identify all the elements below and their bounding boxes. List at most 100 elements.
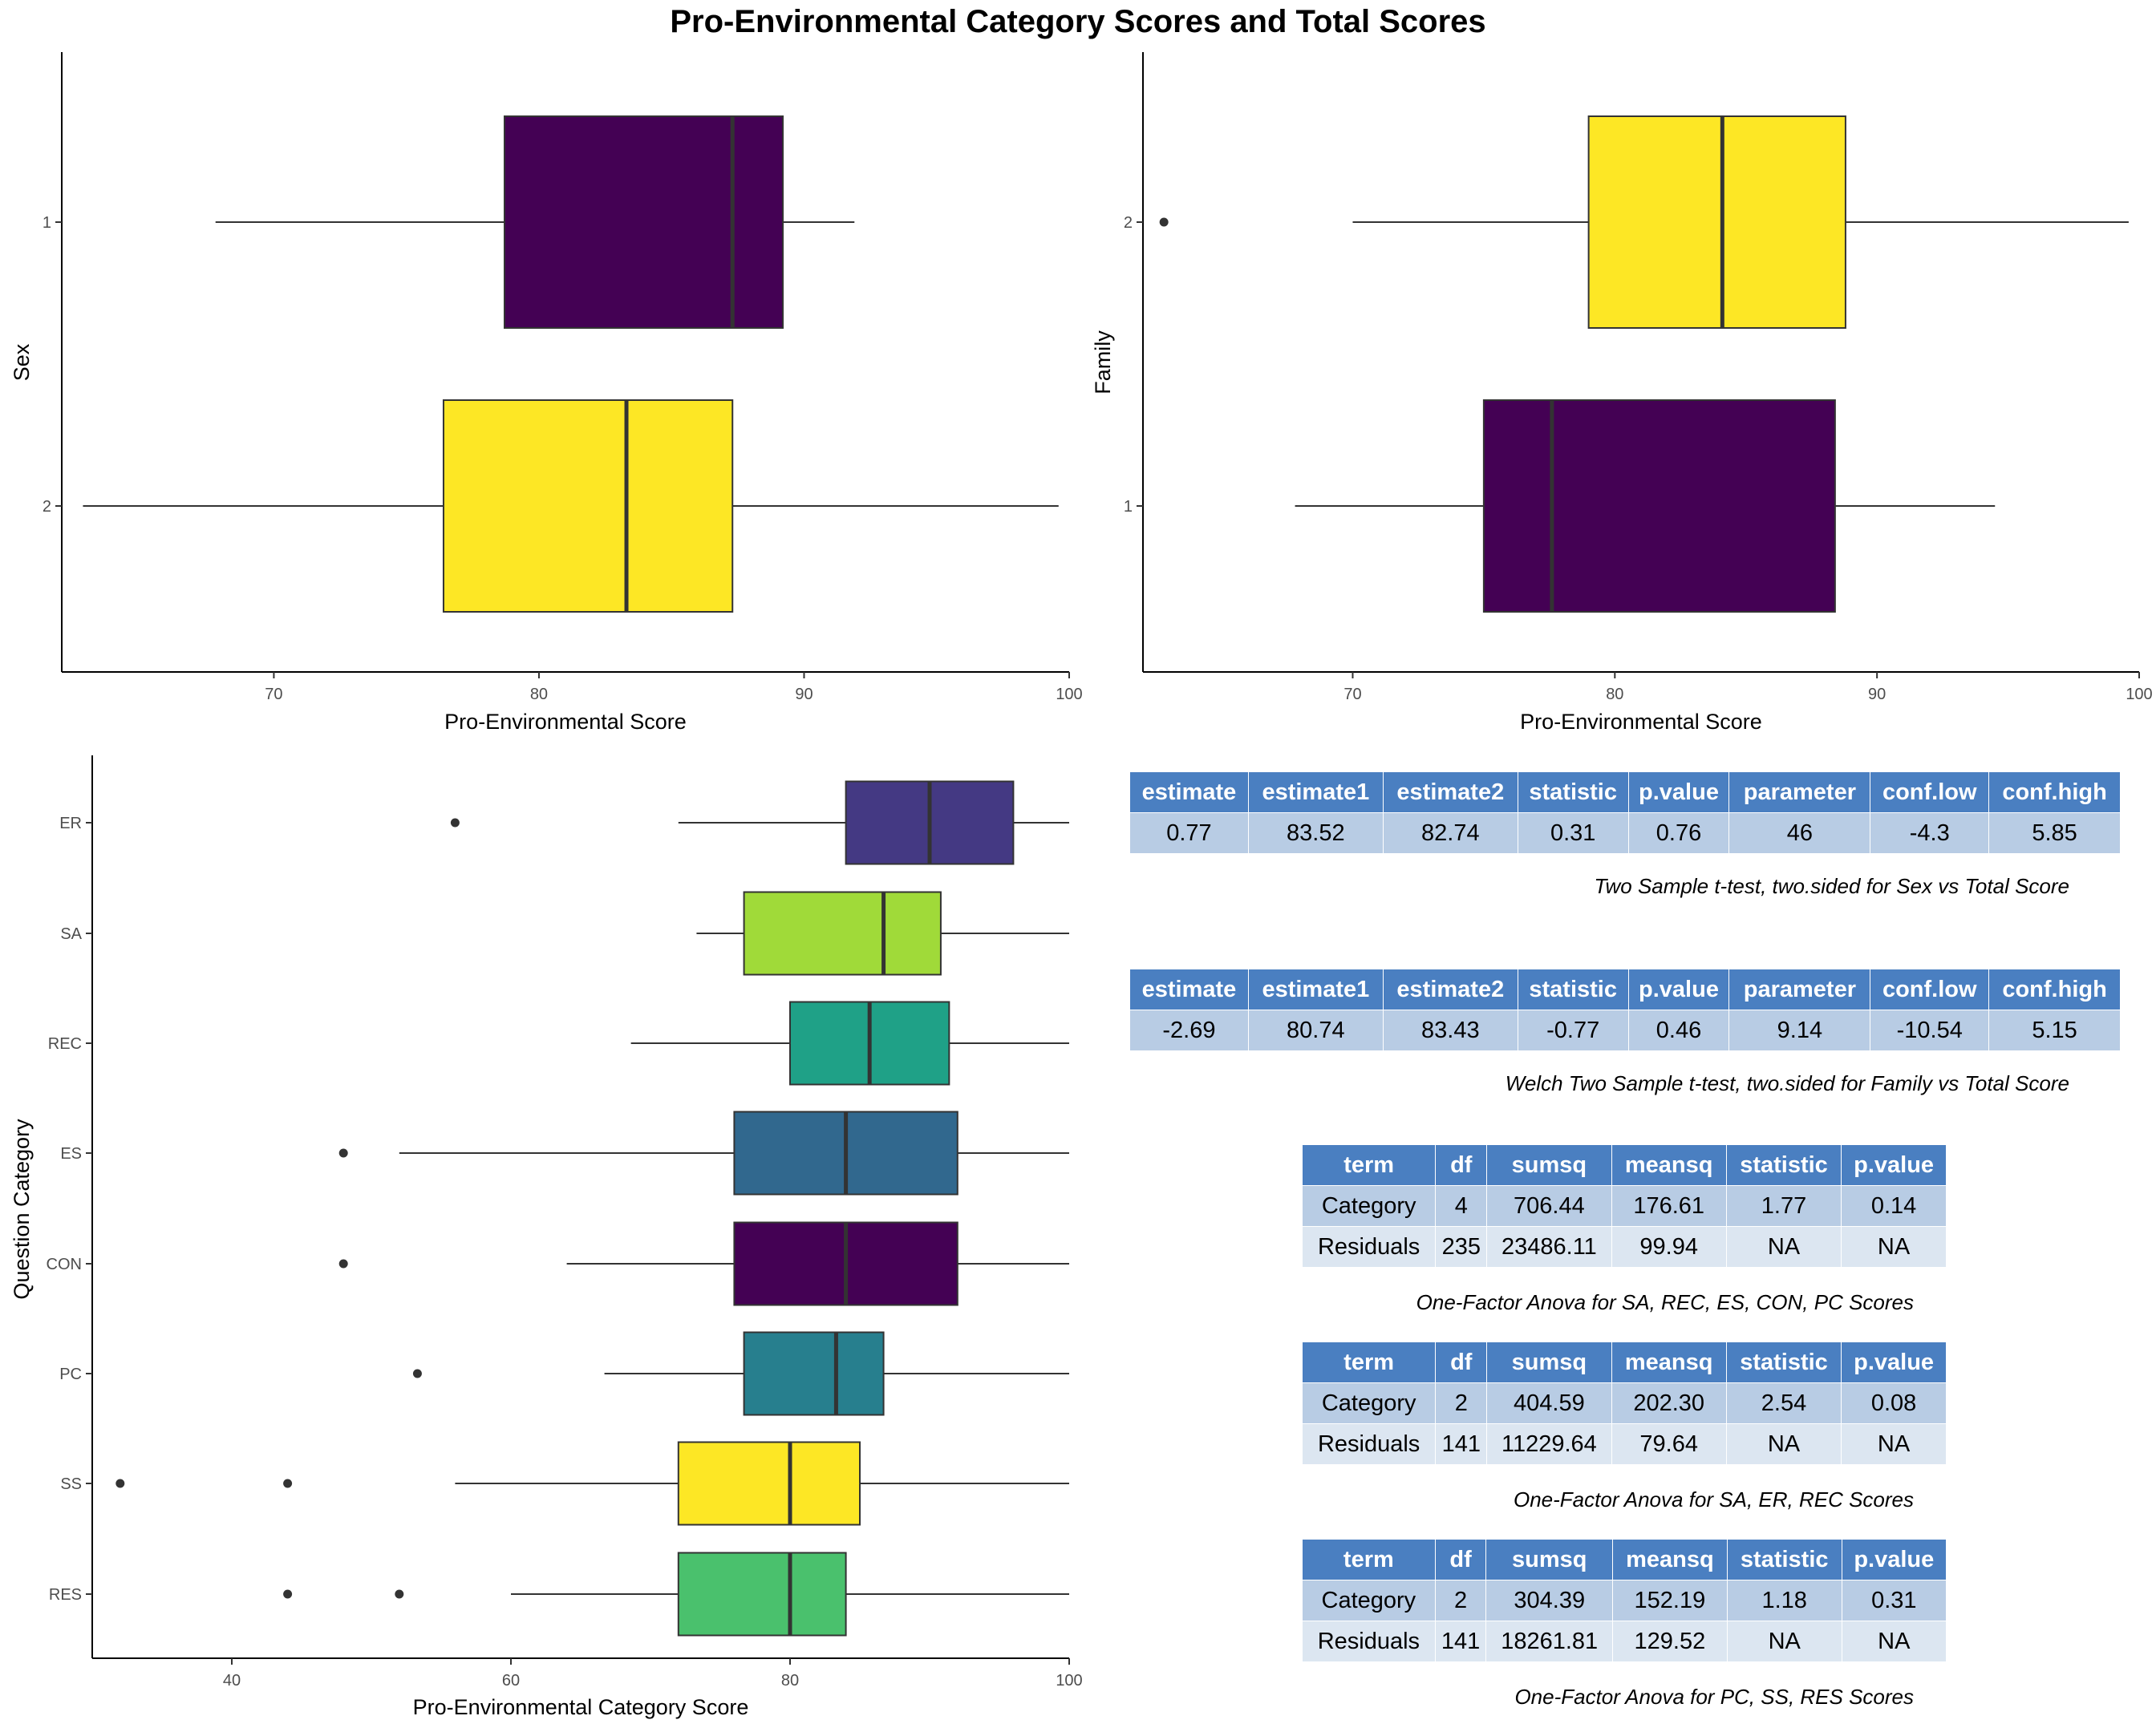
table-cell: 129.52 [1611, 1621, 1728, 1662]
box-1 [503, 115, 784, 329]
table-cell: 0.08 [1841, 1382, 1947, 1424]
table-cell: 304.39 [1485, 1580, 1613, 1621]
table-cell: 2 [1435, 1382, 1488, 1424]
table-header-cell: term [1301, 1144, 1437, 1186]
table-cell: 18261.81 [1485, 1621, 1613, 1662]
table-row: Category 4 706.44 176.61 1.77 0.14 [1301, 1185, 1947, 1227]
y-tick-label: SA [60, 925, 82, 943]
table-header-cell: df [1434, 1539, 1487, 1580]
y-tick-label: PC [59, 1366, 82, 1383]
table-row: Category 2 404.59 202.30 2.54 0.08 [1301, 1382, 1947, 1424]
table-row: 0.77 83.52 82.74 0.31 0.76 46 -4.3 5.85 [1129, 812, 2121, 854]
table-cell: 0.31 [1517, 812, 1629, 854]
table-cell: NA [1841, 1423, 1947, 1465]
table-header-cell: sumsq [1486, 1342, 1612, 1383]
table-cell: 235 [1435, 1226, 1488, 1268]
table-cell: 80.74 [1247, 1010, 1384, 1051]
table-header-cell: p.value [1627, 969, 1730, 1010]
table-header-cell: statistic [1725, 1144, 1842, 1186]
table-row: Category 2 304.39 152.19 1.18 0.31 [1302, 1580, 1947, 1621]
x-tick-label: 70 [265, 686, 282, 703]
table-cell: 0.76 [1627, 812, 1730, 854]
outlier-point [116, 1479, 125, 1488]
table-cell: 5.85 [1988, 812, 2121, 854]
table-cell: NA [1725, 1423, 1842, 1465]
table-cell: Residuals [1302, 1621, 1436, 1662]
x-tick-label: 70 [1343, 686, 1361, 703]
table-cell: 9.14 [1728, 1010, 1871, 1051]
table-cell: -10.54 [1870, 1010, 1990, 1051]
table-cell: 404.59 [1486, 1382, 1612, 1424]
table-header-row: term df sumsq meansq statistic p.value [1302, 1539, 1947, 1580]
table-header-cell: statistic [1517, 771, 1629, 813]
table-cell: 11229.64 [1486, 1423, 1612, 1465]
table-cell: 141 [1435, 1423, 1488, 1465]
x-tick-label: 90 [1868, 686, 1886, 703]
x-tick-label: 40 [223, 1672, 241, 1690]
table-header-cell: df [1435, 1144, 1488, 1186]
table-cell: 706.44 [1486, 1185, 1612, 1227]
table-header-cell: conf.low [1870, 771, 1990, 813]
outlier-point [395, 1589, 404, 1599]
ttest-sex-table: estimate estimate1 estimate2 statistic p.val… [1129, 771, 2121, 854]
table-cell: 83.52 [1247, 812, 1384, 854]
table-header-cell: p.value [1627, 771, 1730, 813]
table-header-cell: statistic [1726, 1539, 1842, 1580]
table-cell: NA [1841, 1621, 1947, 1662]
table-cell: 79.64 [1611, 1423, 1727, 1465]
table-cell: Residuals [1301, 1423, 1437, 1465]
table-header-cell: statistic [1725, 1342, 1842, 1383]
table-cell: Category [1302, 1580, 1436, 1621]
anova1-caption: One-Factor Anova for SA, REC, ES, CON, P… [1416, 1290, 1914, 1314]
table-header-cell: statistic [1517, 969, 1629, 1010]
x-tick-label: 80 [1606, 686, 1623, 703]
table-cell: 5.15 [1988, 1010, 2121, 1051]
outlier-point [450, 818, 460, 828]
ttest-sex-caption: Two Sample t-test, two.sided for Sex vs … [1594, 874, 2069, 898]
table-header-cell: estimate [1129, 771, 1249, 813]
y-tick-label: 2 [43, 498, 51, 516]
table-header-cell: sumsq [1486, 1144, 1612, 1186]
y-tick-label: CON [47, 1256, 82, 1273]
table-cell: 23486.11 [1486, 1226, 1612, 1268]
table-cell: 0.46 [1627, 1010, 1730, 1051]
box-sa [743, 891, 942, 976]
table-header-cell: estimate2 [1382, 969, 1518, 1010]
table-header-cell: sumsq [1485, 1539, 1613, 1580]
table-cell: -0.77 [1517, 1010, 1629, 1051]
table-header-cell: parameter [1728, 969, 1871, 1010]
table-cell: 2 [1434, 1580, 1487, 1621]
table-cell: 141 [1434, 1621, 1487, 1662]
table-cell: 0.77 [1129, 812, 1249, 854]
table-cell: Category [1301, 1382, 1437, 1424]
table-cell: Residuals [1301, 1226, 1437, 1268]
table-header-cell: estimate1 [1247, 969, 1384, 1010]
table-header-cell: df [1435, 1342, 1488, 1383]
table-cell: 83.43 [1382, 1010, 1518, 1051]
table-cell: Category [1301, 1185, 1437, 1227]
table-header-cell: conf.low [1870, 969, 1990, 1010]
table-cell: -2.69 [1129, 1010, 1249, 1051]
x-tick-label: 60 [502, 1672, 520, 1690]
anova3-caption: One-Factor Anova for PC, SS, RES Scores [1514, 1685, 1914, 1709]
table-cell: 0.31 [1841, 1580, 1947, 1621]
x-axis-title: Pro-Environmental Score [444, 710, 687, 734]
table-header-cell: estimate1 [1247, 771, 1384, 813]
table-header-cell: estimate [1129, 969, 1249, 1010]
anova3-table: term df sumsq meansq statistic p.value Categor… [1302, 1539, 1947, 1662]
anova1-table: term df sumsq meansq statistic p.value Categor… [1301, 1144, 1947, 1268]
table-row: Residuals 141 18261.81 129.52 NA NA [1302, 1621, 1947, 1662]
outlier-point [283, 1589, 293, 1599]
table-cell: 4 [1435, 1185, 1488, 1227]
outlier-point [1159, 217, 1169, 227]
table-cell: 152.19 [1611, 1580, 1728, 1621]
table-header-row: term df sumsq meansq statistic p.value [1301, 1342, 1947, 1383]
table-cell: NA [1725, 1226, 1842, 1268]
table-cell: 2.54 [1725, 1382, 1842, 1424]
x-tick-label: 90 [795, 686, 813, 703]
table-row: Residuals 235 23486.11 99.94 NA NA [1301, 1226, 1947, 1268]
y-tick-label: ER [59, 815, 82, 832]
x-axis-title: Pro-Environmental Score [1520, 710, 1762, 734]
outlier-point [338, 1148, 348, 1158]
